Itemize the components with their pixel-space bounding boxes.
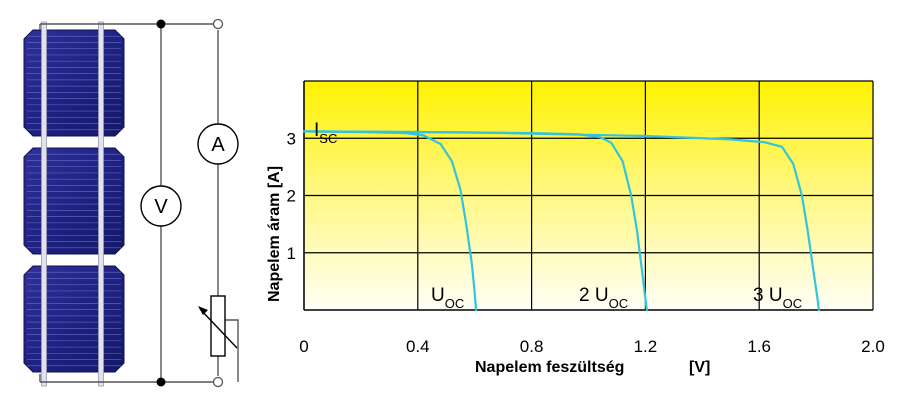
- annotation-uoc-2-main: 2 U: [579, 285, 609, 306]
- y-tick-label-1: 2: [287, 187, 296, 206]
- terminal-top: [212, 18, 224, 30]
- cell-panel: [23, 29, 125, 137]
- annotation-uoc-1: UOC: [431, 285, 464, 311]
- junction-dot-top: [156, 19, 166, 29]
- x-axis-title: Napelem feszültség: [475, 359, 624, 376]
- terminal-bottom: [212, 376, 224, 388]
- x-axis-unit: [V]: [689, 359, 710, 376]
- annotation-uoc-3-main: 3 U: [753, 285, 783, 306]
- busbar-2: [98, 21, 104, 387]
- resistor-arrow-shaft: [199, 308, 238, 349]
- grid: [303, 80, 874, 311]
- cell-panel: [23, 147, 125, 255]
- resistor-body: [210, 295, 226, 357]
- x-tick-labels: 0 0.4 0.8 1.2 1.6 2.0: [299, 337, 885, 356]
- annotation-uoc-1-main: U: [431, 285, 445, 306]
- annotation-isc-sub: SC: [319, 131, 337, 146]
- x-tick-label-1: 0.4: [406, 337, 430, 356]
- circuit-diagram: V A: [23, 18, 239, 388]
- busbar-1: [41, 21, 47, 387]
- iv-chart: 0 0.4 0.8 1.2 1.6 2.0 123 Napelem feszültség …: [266, 80, 885, 376]
- x-tick-label-0: 0: [299, 337, 308, 356]
- voltmeter-circle: [140, 185, 182, 227]
- x-tick-label-5: 2.0: [861, 337, 885, 356]
- ammeter-circle: [197, 123, 239, 165]
- solar-cell-3: [23, 265, 125, 373]
- junction-dot-bottom: [156, 377, 166, 387]
- x-tick-label-4: 1.6: [747, 337, 771, 356]
- y-tick-labels: 1 2 3: [287, 129, 296, 263]
- y-tick-label-0: 1: [287, 244, 296, 263]
- ammeter: A: [197, 123, 239, 165]
- cell-panel: [23, 265, 125, 373]
- y-axis-title: Napelem áram [A]: [266, 166, 283, 302]
- resistor-arrow-head: [198, 306, 208, 315]
- x-tick-label-2: 0.8: [520, 337, 544, 356]
- solar-cell-2: [23, 147, 125, 255]
- solar-cell-1: [23, 29, 125, 137]
- circuit-wires: [39, 23, 239, 383]
- annotation-isc: ISC: [314, 120, 337, 146]
- annotation-isc-main: I: [314, 120, 319, 141]
- voltmeter: V: [140, 185, 182, 227]
- annotation-uoc-2-sub: OC: [609, 296, 629, 311]
- voltmeter-label: V: [154, 196, 168, 218]
- variable-resistor: [198, 295, 238, 357]
- y-tick-label-2: 3: [287, 129, 296, 148]
- annotation-uoc-1-sub: OC: [445, 296, 465, 311]
- curves: [302, 130, 821, 312]
- annotation-uoc-3: 3 UOC: [753, 285, 802, 311]
- annotation-uoc-3-sub: OC: [783, 296, 803, 311]
- x-tick-label-3: 1.2: [634, 337, 658, 356]
- solar-cell-stack: [23, 21, 125, 387]
- annotation-uoc-2: 2 UOC: [579, 285, 628, 311]
- iv-curve-3: [302, 130, 821, 312]
- ammeter-label: A: [211, 134, 225, 156]
